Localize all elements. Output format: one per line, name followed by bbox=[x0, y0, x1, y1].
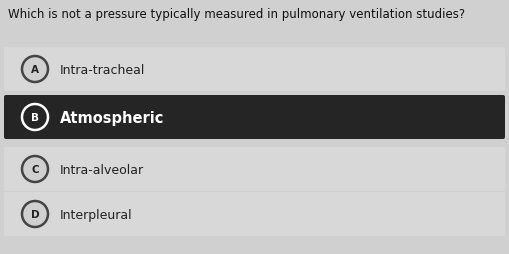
Circle shape bbox=[22, 105, 48, 131]
Text: Intra-alveolar: Intra-alveolar bbox=[60, 163, 144, 176]
Circle shape bbox=[22, 57, 48, 83]
FancyBboxPatch shape bbox=[4, 48, 505, 92]
Text: D: D bbox=[31, 209, 39, 219]
Text: Atmospheric: Atmospheric bbox=[60, 110, 164, 125]
Text: Interpleural: Interpleural bbox=[60, 208, 133, 221]
Text: C: C bbox=[31, 164, 39, 174]
Text: B: B bbox=[31, 113, 39, 122]
Text: Intra-tracheal: Intra-tracheal bbox=[60, 63, 146, 76]
Circle shape bbox=[22, 201, 48, 227]
Text: A: A bbox=[31, 65, 39, 75]
FancyBboxPatch shape bbox=[4, 96, 505, 139]
Circle shape bbox=[22, 156, 48, 182]
FancyBboxPatch shape bbox=[4, 147, 505, 191]
Text: Which is not a pressure typically measured in pulmonary ventilation studies?: Which is not a pressure typically measur… bbox=[8, 8, 465, 21]
FancyBboxPatch shape bbox=[4, 192, 505, 236]
